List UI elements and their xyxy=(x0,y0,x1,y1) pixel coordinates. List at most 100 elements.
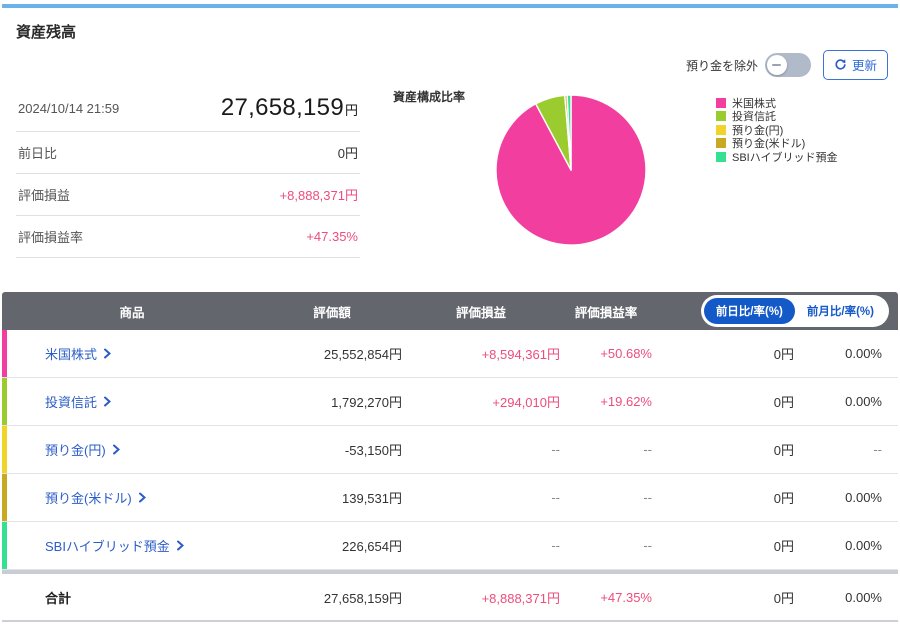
product-link-us-stocks[interactable]: 米国株式 xyxy=(2,344,262,363)
toggle-month-change-button[interactable]: 前月比/率(%) xyxy=(795,298,886,324)
summary-label: 評価損益 xyxy=(18,188,71,203)
chevron-right-icon xyxy=(112,444,120,455)
page-title: 資産残高 xyxy=(16,24,77,41)
summary-day-change-row: 前日比 0円 xyxy=(16,132,360,174)
pl-rate-cell: -- xyxy=(643,442,652,457)
product-link-sbi-hybrid-deposit[interactable]: SBIハイブリッド預金 xyxy=(2,536,262,555)
summary-total-value: 27,658,159円 xyxy=(220,94,358,121)
legend-item: 米国株式 xyxy=(716,96,838,110)
pl-rate-cell: +50.68% xyxy=(600,346,652,361)
col-header-value: 評価額 xyxy=(313,305,351,320)
summary-pl-rate-value: +47.35% xyxy=(306,229,358,244)
day-change-cell: 0円 xyxy=(773,491,794,506)
value-cell: 25,552,854円 xyxy=(323,347,402,362)
refresh-button[interactable]: 更新 xyxy=(822,50,888,80)
pie-legend: 米国株式 投資信託 預り金(円) 預り金(米ドル) SBIハイブリッド預金 xyxy=(716,96,838,164)
pl-rate-cell: -- xyxy=(643,538,652,553)
legend-item: 投資信託 xyxy=(716,110,838,123)
table-header: 商品 評価額 評価損益 評価損益率 前日比/率(%) 前月比/率(%) xyxy=(2,292,898,330)
chevron-right-icon xyxy=(176,540,184,551)
category-color-bar xyxy=(2,474,7,521)
toggle-off-dash-icon xyxy=(772,64,782,66)
day-change-cell: 0円 xyxy=(773,539,794,554)
product-link-mutual-funds[interactable]: 投資信託 xyxy=(2,392,262,411)
summary-pl-value: +8,888,371円 xyxy=(279,188,358,203)
pl-cell: +294,010円 xyxy=(492,395,560,410)
summary-timestamp: 2024/10/14 21:59 xyxy=(18,100,120,116)
chevron-right-icon xyxy=(104,396,112,407)
toggle-day-change-button[interactable]: 前日比/率(%) xyxy=(703,298,795,324)
pl-rate-cell: +19.62% xyxy=(600,394,652,409)
legend-swatch xyxy=(716,151,726,162)
product-link-deposit-jpy[interactable]: 預り金(円) xyxy=(2,440,262,459)
chevron-right-icon xyxy=(138,492,146,503)
table-row: 投資信託 1,792,270円 +294,010円 +19.62% 0円 0.0… xyxy=(2,378,898,426)
col-header-pl-rate: 評価損益率 xyxy=(574,305,638,320)
legend-swatch xyxy=(716,97,726,108)
pie-slice xyxy=(566,94,572,171)
day-rate-cell: 0.00% xyxy=(845,490,882,505)
total-value-cell: 27,658,159円 xyxy=(323,590,402,606)
pie-chart-title: 資産構成比率 xyxy=(393,90,466,104)
asset-table: 商品 評価額 評価損益 評価損益率 前日比/率(%) 前月比/率(%) 米国株式… xyxy=(2,292,898,622)
day-rate-cell: -- xyxy=(873,442,882,457)
legend-swatch xyxy=(716,111,726,122)
pl-cell: -- xyxy=(551,442,560,457)
legend-swatch xyxy=(716,138,726,149)
product-link-deposit-usd[interactable]: 預り金(米ドル) xyxy=(2,488,262,507)
category-color-bar xyxy=(2,330,7,377)
chevron-right-icon xyxy=(104,348,112,359)
summary-day-change-value: 0円 xyxy=(337,146,358,161)
pl-cell: -- xyxy=(551,490,560,505)
total-pl-rate-cell: +47.35% xyxy=(600,589,652,605)
toggle-switch-icon[interactable] xyxy=(764,53,811,77)
col-header-pl: 評価損益 xyxy=(455,305,506,320)
col-header-product: 商品 xyxy=(119,305,145,320)
period-toggle: 前日比/率(%) 前月比/率(%) xyxy=(652,295,898,327)
pl-cell: -- xyxy=(551,538,560,553)
asset-pie-chart xyxy=(495,94,647,246)
table-total-row: 合計 27,658,159円 +8,888,371円 +47.35% 0円 0.… xyxy=(2,574,898,622)
day-change-cell: 0円 xyxy=(773,395,794,410)
day-change-cell: 0円 xyxy=(773,347,794,362)
exclude-deposit-toggle[interactable]: 預り金を除外 xyxy=(686,53,811,77)
summary-label: 評価損益率 xyxy=(18,230,84,245)
day-rate-cell: 0.00% xyxy=(845,538,882,553)
table-row: SBIハイブリッド預金 226,654円 -- -- 0円 0.00% xyxy=(2,522,898,570)
toggle-knob xyxy=(766,55,787,75)
legend-item: SBIハイブリッド預金 xyxy=(716,150,838,164)
refresh-label: 更新 xyxy=(851,59,877,73)
period-toggle-group: 前日比/率(%) 前月比/率(%) xyxy=(700,295,889,327)
legend-item: 預り金(米ドル) xyxy=(716,137,838,150)
total-pl-cell: +8,888,371円 xyxy=(481,590,560,606)
table-row: 預り金(米ドル) 139,531円 -- -- 0円 0.00% xyxy=(2,474,898,522)
value-cell: 139,531円 xyxy=(342,491,402,506)
summary-pl-row: 評価損益 +8,888,371円 xyxy=(16,174,360,216)
top-accent-line xyxy=(2,4,898,8)
total-day-rate-cell: 0.00% xyxy=(845,589,882,605)
value-cell: 226,654円 xyxy=(342,539,402,554)
header-controls: 預り金を除外 更新 xyxy=(686,50,888,80)
summary-total-row: 2024/10/14 21:59 27,658,159円 xyxy=(16,86,360,132)
day-change-cell: 0円 xyxy=(773,443,794,458)
day-rate-cell: 0.00% xyxy=(845,346,882,361)
pl-rate-cell: -- xyxy=(643,490,652,505)
legend-swatch xyxy=(716,124,726,135)
toggle-label: 預り金を除外 xyxy=(685,58,758,73)
summary-pl-rate-row: 評価損益率 +47.35% xyxy=(16,216,360,258)
total-label: 合計 xyxy=(45,590,72,606)
asset-summary-panel: 2024/10/14 21:59 27,658,159円 前日比 0円 評価損益… xyxy=(16,86,360,258)
legend-item: 預り金(円) xyxy=(716,123,838,137)
summary-label: 前日比 xyxy=(18,146,58,161)
day-rate-cell: 0.00% xyxy=(845,394,882,409)
category-color-bar xyxy=(2,378,7,425)
category-color-bar xyxy=(2,426,7,473)
total-day-change-cell: 0円 xyxy=(773,590,794,606)
value-cell: 1,792,270円 xyxy=(331,395,402,410)
table-row: 預り金(円) -53,150円 -- -- 0円 -- xyxy=(2,426,898,474)
refresh-icon xyxy=(834,58,847,71)
total-separator xyxy=(2,570,898,574)
value-cell: -53,150円 xyxy=(344,443,402,458)
table-row: 米国株式 25,552,854円 +8,594,361円 +50.68% 0円 … xyxy=(2,330,898,378)
pl-cell: +8,594,361円 xyxy=(481,347,560,362)
